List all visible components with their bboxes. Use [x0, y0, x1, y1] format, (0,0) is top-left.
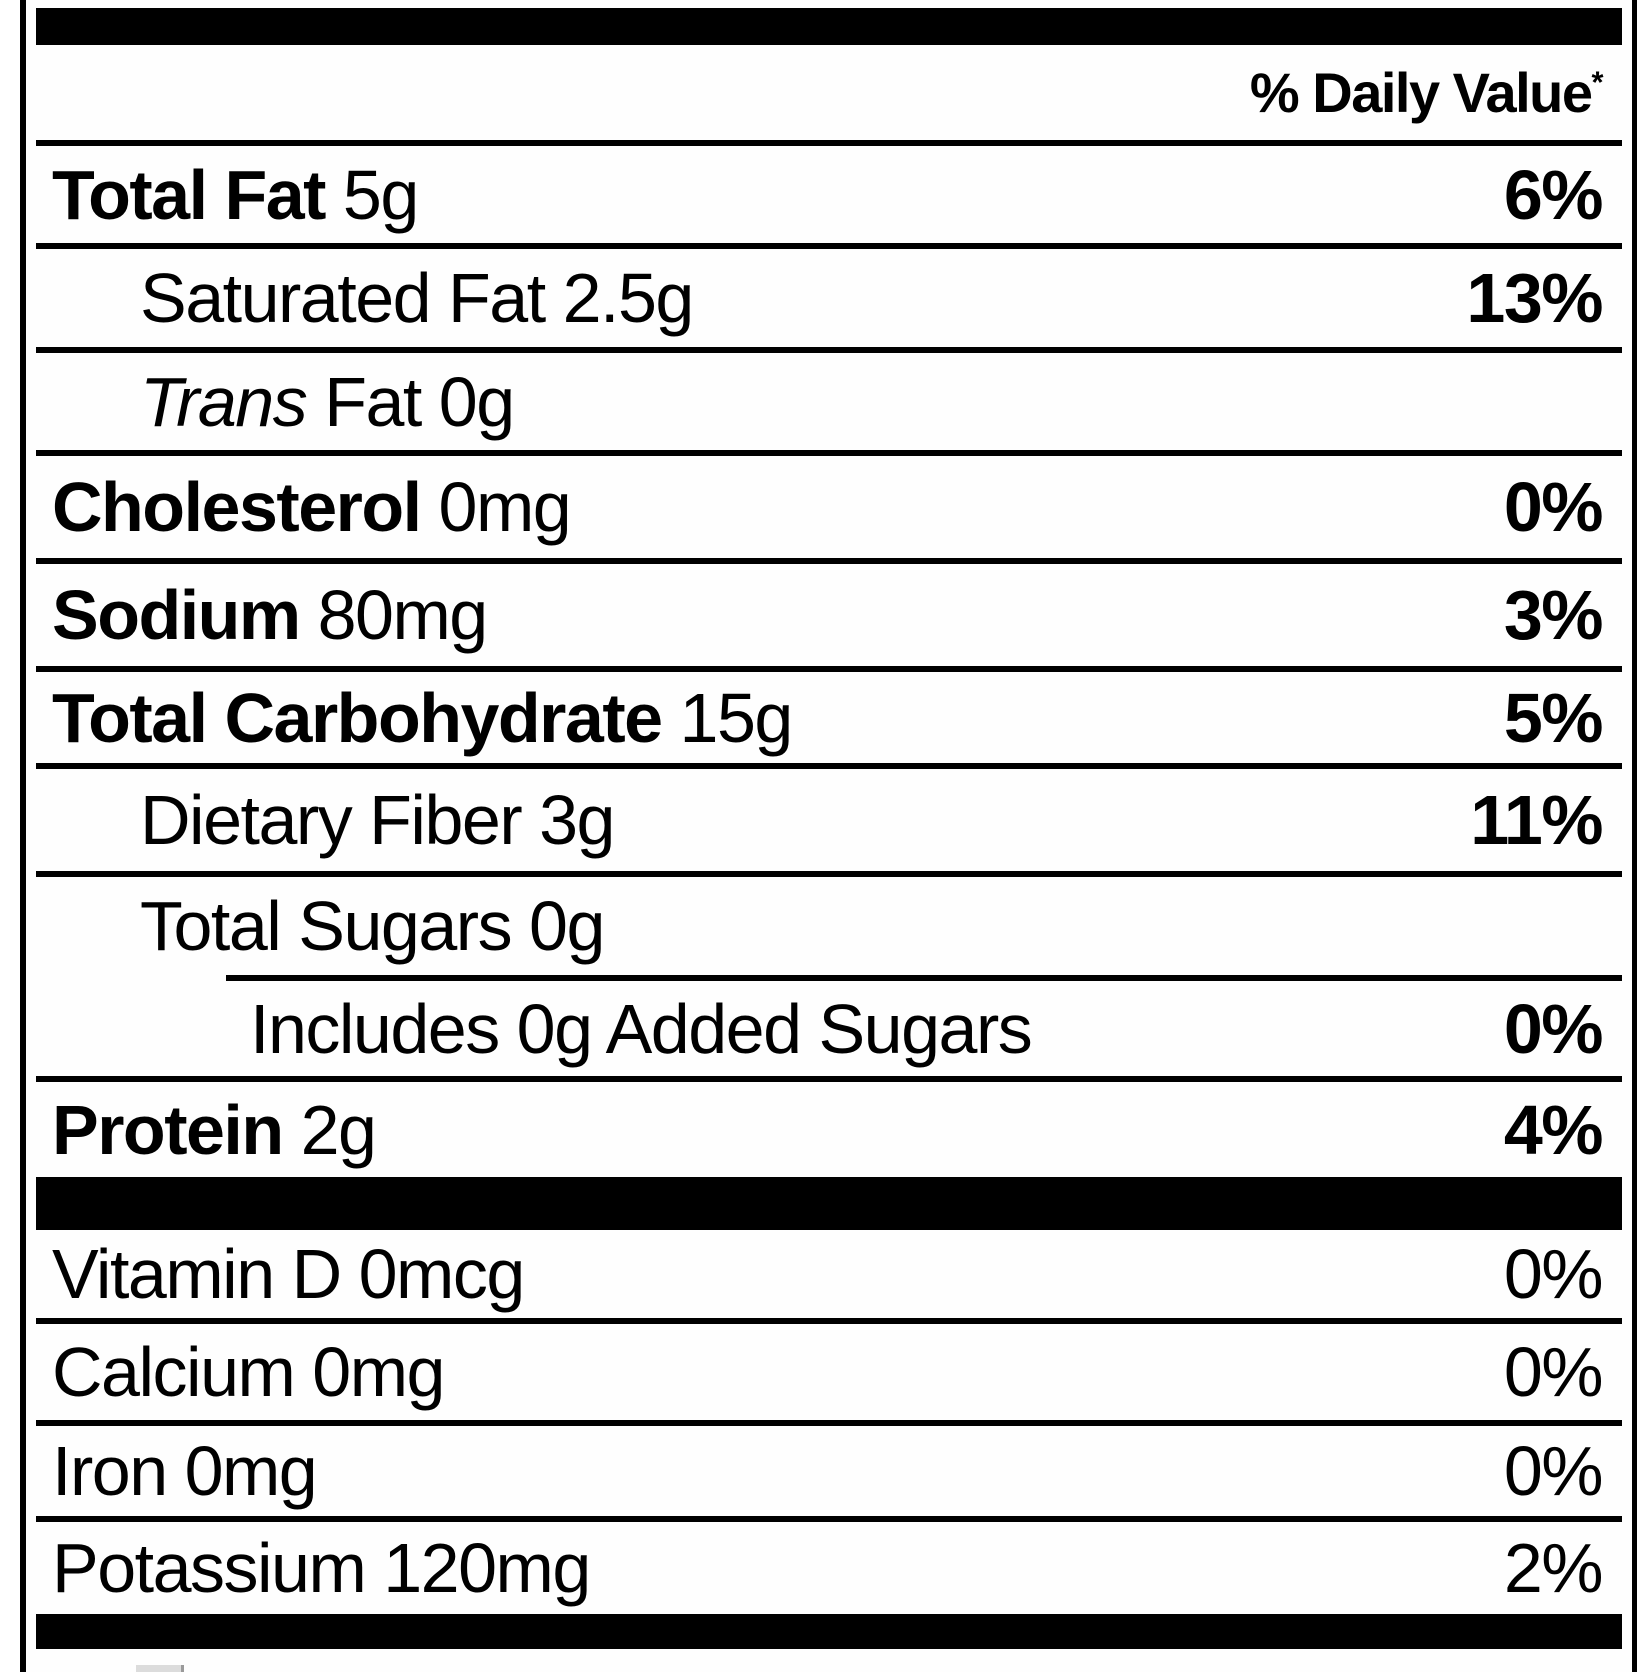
daily-value-percent: 5%: [1503, 678, 1604, 757]
nutrient-label: Potassium 120mg: [52, 1529, 591, 1607]
nutrient-row-sodium: Sodium 80mg 3%: [36, 564, 1622, 666]
nutrient-row-potassium: Potassium 120mg 2%: [36, 1522, 1622, 1614]
rule: [36, 243, 1622, 249]
nutrient-label: Includes 0g Added Sugars: [250, 989, 1033, 1068]
nutrition-facts-label: % Daily Value* Total Fat 5g 6% Saturated…: [20, 0, 1637, 1672]
daily-value-percent: 13%: [1466, 259, 1603, 337]
daily-value-percent: 4%: [1503, 1090, 1604, 1169]
daily-value-text: % Daily Value: [1249, 60, 1593, 124]
nutrient-label: Vitamin D 0mcg: [52, 1235, 525, 1313]
top-crop-gap: [36, 0, 1622, 8]
daily-value-percent: 0%: [1503, 1333, 1604, 1411]
daily-value-percent: 6%: [1503, 155, 1604, 234]
nutrient-label: Dietary Fiber 3g: [140, 781, 615, 859]
nutrient-label: Total Carbohydrate 15g: [52, 678, 793, 757]
daily-value-header-label: % Daily Value*: [1250, 63, 1604, 121]
section-separator-bar-top: [36, 8, 1622, 45]
rule: [36, 1318, 1622, 1324]
section-separator-bar-middle: [36, 1177, 1622, 1230]
nutrient-row-vitamin-d: Vitamin D 0mcg 0%: [36, 1230, 1622, 1318]
nutrient-row-cholesterol: Cholesterol 0mg 0%: [36, 456, 1622, 558]
rule: [36, 1076, 1622, 1082]
rule: [36, 558, 1622, 564]
nutrient-row-iron: Iron 0mg 0%: [36, 1426, 1622, 1516]
rule: [36, 450, 1622, 456]
daily-value-percent: 0%: [1503, 1432, 1604, 1510]
nutrient-label: Total Fat 5g: [52, 155, 419, 234]
nutrient-row-total-fat: Total Fat 5g 6%: [36, 146, 1622, 243]
daily-value-percent: 0%: [1503, 1235, 1604, 1313]
nutrient-row-added-sugars: Includes 0g Added Sugars 0%: [36, 981, 1622, 1076]
rule: [36, 140, 1622, 146]
daily-value-percent: 0%: [1503, 989, 1604, 1068]
rule: [36, 347, 1622, 353]
nutrient-label: Total Sugars 0g: [140, 887, 605, 965]
nutrient-label: Saturated Fat 2.5g: [140, 259, 694, 337]
daily-value-percent: 0%: [1503, 468, 1604, 546]
nutrient-row-calcium: Calcium 0mg 0%: [36, 1324, 1622, 1420]
nutrient-row-total-sugars: Total Sugars 0g: [36, 877, 1622, 975]
rule: [36, 1516, 1622, 1522]
rule-inset: [226, 975, 1622, 981]
rule: [36, 666, 1622, 672]
rule: [36, 871, 1622, 877]
nutrient-row-saturated-fat: Saturated Fat 2.5g 13%: [36, 249, 1622, 347]
nutrient-row-dietary-fiber: Dietary Fiber 3g 11%: [36, 769, 1622, 871]
nutrient-label: Protein 2g: [52, 1090, 377, 1169]
cropped-footnote-fragment: [136, 1665, 184, 1672]
rule: [36, 763, 1622, 769]
nutrient-label: Calcium 0mg: [52, 1333, 445, 1411]
nutrient-label: Iron 0mg: [52, 1432, 318, 1510]
daily-value-percent: 3%: [1503, 576, 1604, 654]
nutrient-label: Trans Fat 0g: [140, 362, 515, 441]
nutrient-label: Sodium 80mg: [52, 576, 488, 654]
footnote-asterisk: *: [1591, 63, 1604, 99]
nutrient-row-total-carbohydrate: Total Carbohydrate 15g 5%: [36, 672, 1622, 763]
daily-value-percent: 2%: [1503, 1529, 1604, 1607]
rule: [36, 1420, 1622, 1426]
daily-value-percent: 11%: [1470, 781, 1603, 859]
section-separator-bar-bottom: [36, 1614, 1622, 1649]
daily-value-header-row: % Daily Value*: [36, 45, 1622, 140]
nutrient-label: Cholesterol 0mg: [52, 468, 572, 546]
nutrient-row-trans-fat: Trans Fat 0g: [36, 353, 1622, 450]
nutrient-row-protein: Protein 2g 4%: [36, 1082, 1622, 1177]
